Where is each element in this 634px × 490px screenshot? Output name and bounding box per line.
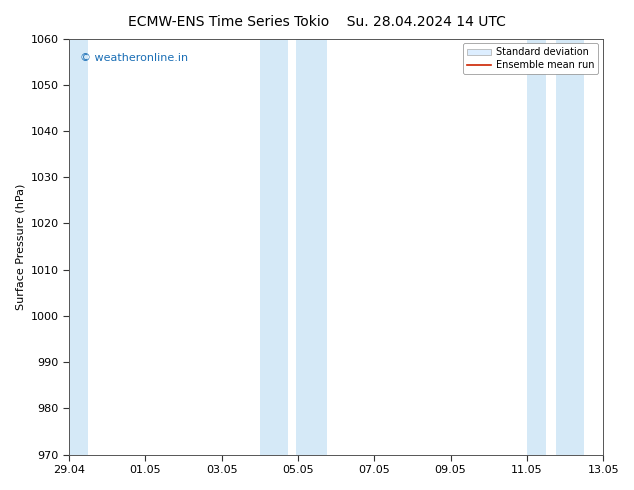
Bar [527,39,546,455]
Bar [260,39,288,455]
Legend: Standard deviation, Ensemble mean run: Standard deviation, Ensemble mean run [463,44,598,74]
Y-axis label: Surface Pressure (hPa): Surface Pressure (hPa) [15,183,25,310]
Text: ECMW-ENS Time Series Tokio    Su. 28.04.2024 14 UTC: ECMW-ENS Time Series Tokio Su. 28.04.202… [128,15,506,29]
Bar [555,39,584,455]
Bar [296,39,327,455]
Text: © weatheronline.in: © weatheronline.in [80,53,188,63]
Bar [69,39,88,455]
